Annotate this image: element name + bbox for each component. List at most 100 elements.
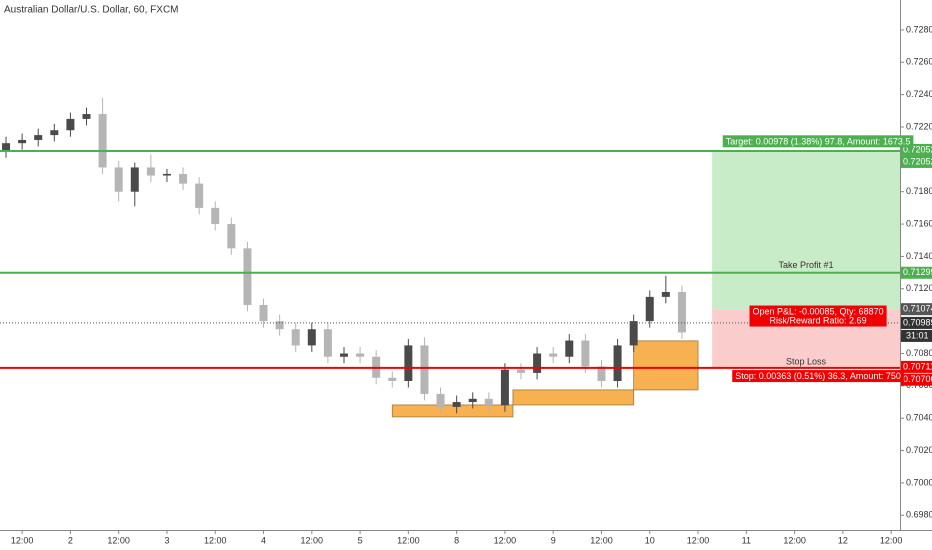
x-tick-label: 4	[261, 535, 266, 545]
candle-body	[179, 173, 188, 184]
target-zone	[712, 150, 900, 310]
rr-label: Risk/Reward Ratio: 2.69	[770, 316, 867, 326]
x-tick-label: 12:00	[397, 535, 420, 545]
candle-body	[211, 207, 220, 225]
candle-body	[291, 329, 300, 346]
x-tick-label: 12:00	[301, 535, 324, 545]
y-tick-label: 0.72800	[906, 24, 932, 34]
candle-body	[130, 167, 139, 192]
candle-body	[500, 369, 509, 406]
candle-body	[388, 377, 397, 381]
candle-body	[98, 114, 107, 168]
stop-tag: 0.70706	[903, 374, 932, 384]
candle-body	[452, 402, 461, 407]
candle-body	[307, 329, 316, 346]
price-zone	[391, 404, 514, 418]
x-tick-label: 12:00	[107, 535, 130, 545]
candle-body	[645, 296, 654, 322]
candle-body	[404, 345, 413, 381]
x-tick-label: 2	[68, 535, 73, 545]
x-tick-label: 12:00	[880, 535, 903, 545]
last-price-tag: 0.70989	[903, 317, 932, 327]
target-tag-2: 0.72052	[903, 156, 932, 166]
x-tick-label: 12:00	[11, 535, 34, 545]
candle-body	[195, 183, 204, 208]
target-label: Target: 0.00978 (1.38%) 97.8, Amount: 16…	[726, 136, 911, 146]
candle-body	[565, 340, 574, 357]
candle-body	[581, 340, 590, 367]
x-tick-label: 12	[838, 535, 848, 545]
x-tick-label: 12:00	[204, 535, 227, 545]
target-label-box	[722, 135, 914, 148]
x-tick-label: 10	[645, 535, 655, 545]
target-tag-2-box	[901, 155, 932, 168]
candle-body	[82, 114, 91, 119]
candle-body	[549, 353, 558, 357]
candle-body	[66, 118, 75, 131]
x-tick-label: 9	[551, 535, 556, 545]
price-zone	[512, 389, 635, 406]
candle-body	[517, 369, 526, 373]
level-tag-red: 0.70711	[903, 361, 932, 371]
candle-body	[227, 224, 236, 249]
pnl-label: Open P&L: -0.00085, Qty: 68870	[753, 307, 884, 317]
candle-body	[50, 130, 59, 136]
x-tick-label: 11	[742, 535, 751, 545]
level-tag-box	[901, 266, 932, 279]
candle-body	[114, 167, 123, 192]
level-tag: 0.71299	[903, 267, 932, 277]
x-tick-label: 12:00	[590, 535, 613, 545]
countdown-box	[901, 329, 932, 342]
entry-tag: 0.71074	[903, 304, 932, 314]
x-tick-label: 12:00	[783, 535, 806, 545]
stop-label: Stop: 0.00363 (0.51%) 36.3, Amount: 750	[735, 371, 901, 381]
x-tick-label: 3	[164, 535, 169, 545]
candle-body	[259, 304, 268, 322]
candle-body	[436, 393, 445, 407]
take-profit-label: Take Profit #1	[779, 260, 834, 270]
price-zone	[633, 340, 699, 391]
candle-body	[356, 353, 365, 357]
candle-body	[162, 173, 171, 176]
candle-body	[34, 135, 43, 140]
candle-body	[484, 398, 493, 406]
candle-body	[339, 353, 348, 357]
x-tick-label: 12:00	[494, 535, 517, 545]
stop-tag-box	[901, 373, 932, 386]
candle-body	[468, 398, 477, 403]
candle-body	[420, 345, 429, 394]
candle-body	[597, 366, 606, 381]
candle-body	[146, 167, 155, 176]
x-tick-label: 8	[454, 535, 459, 545]
candle-body	[613, 345, 622, 381]
candle-body	[629, 321, 638, 346]
level-tag-red-box	[901, 360, 932, 373]
chart-title: Australian Dollar/U.S. Dollar, 60, FXCM	[4, 5, 179, 16]
candle-body	[677, 292, 686, 333]
stop-loss-title: Stop Loss	[786, 356, 827, 366]
pnl-box	[749, 305, 887, 327]
stop-label-box	[732, 370, 904, 383]
candle-body	[2, 143, 11, 152]
candle-body	[533, 353, 542, 373]
candle-body	[661, 292, 670, 297]
countdown: 31:01	[906, 330, 929, 340]
candle-body	[18, 139, 27, 144]
target-tag: 0.72052	[903, 144, 932, 154]
x-tick-label: 12:00	[687, 535, 710, 545]
candle-body	[275, 321, 284, 330]
last-price-tag-box	[901, 316, 932, 329]
